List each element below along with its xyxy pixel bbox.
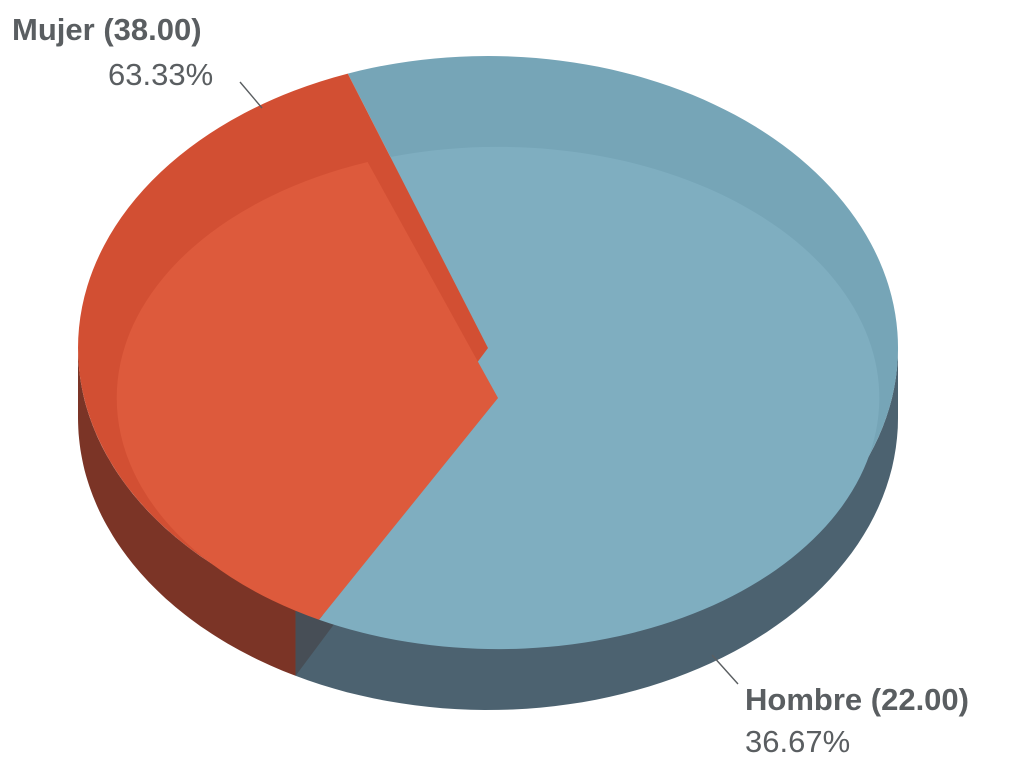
leader-line-hombre [711, 654, 739, 685]
leader-line-mujer [239, 81, 263, 109]
slice-percent-mujer: 63.33% [108, 57, 213, 92]
pie-slice-face-mujer [319, 146, 880, 650]
slice-percent-hombre: 36.67% [745, 724, 850, 759]
pie-side-mujer [295, 348, 898, 710]
slice-label-hombre: Hombre (22.00) [745, 682, 969, 717]
pie-tops [78, 55, 899, 650]
pie-slice-face-hombre [116, 162, 498, 620]
pie-labels: Mujer (38.00) 63.33% Hombre (22.00) 36.6… [12, 12, 969, 759]
slice-label-mujer: Mujer (38.00) [12, 12, 202, 47]
pie-side-hombre [78, 348, 296, 676]
